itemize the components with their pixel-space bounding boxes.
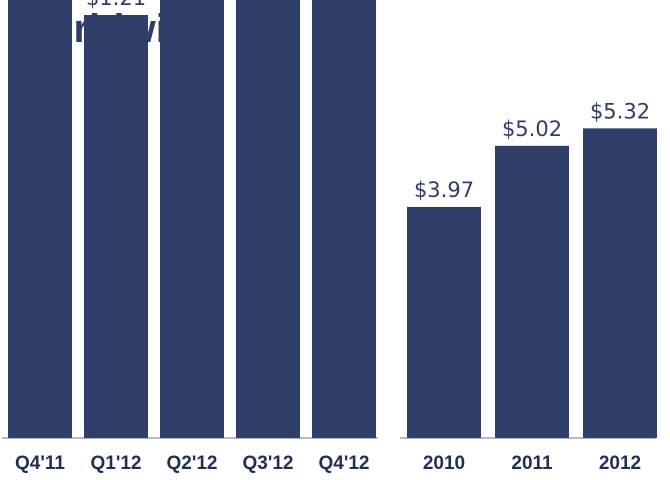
bar-2010 [407,206,481,438]
value-label-2010: $3.97 [414,178,474,202]
x-tick-label-q1-12: Q1'12 [91,453,142,474]
x-tick-label-q4-12: Q4'12 [319,453,370,474]
x-tick-label-2011: 2011 [511,453,553,474]
value-label-2011: $5.02 [502,117,562,141]
x-tick-label-2010: 2010 [423,453,465,474]
value-label-2012: $5.32 [590,99,650,123]
bar-q4-11 [8,0,72,438]
x-tick-label-q3-12: Q3'12 [243,453,294,474]
x-tick-label-q4-11: Q4'11 [15,453,65,474]
bar-q3-12 [236,0,300,439]
quarterly-panel: $1.38Q4'11$1.21Q1'12$1.28Q2'12$1.29Q3'12… [8,0,376,474]
x-tick-label-2012: 2012 [599,453,641,474]
bar-q4-12 [312,0,376,438]
bar-2012 [583,128,657,438]
annual-panel: $3.97 2010 $5.02 2011 $5.32 2012 [407,99,657,474]
bar-2011 [495,145,569,438]
x-tick-label-q2-12: Q2'12 [167,453,218,474]
value-label-q1-12: $1.21 [86,0,146,10]
bar-q2-12 [160,0,224,439]
bar-q1-12 [84,14,148,438]
